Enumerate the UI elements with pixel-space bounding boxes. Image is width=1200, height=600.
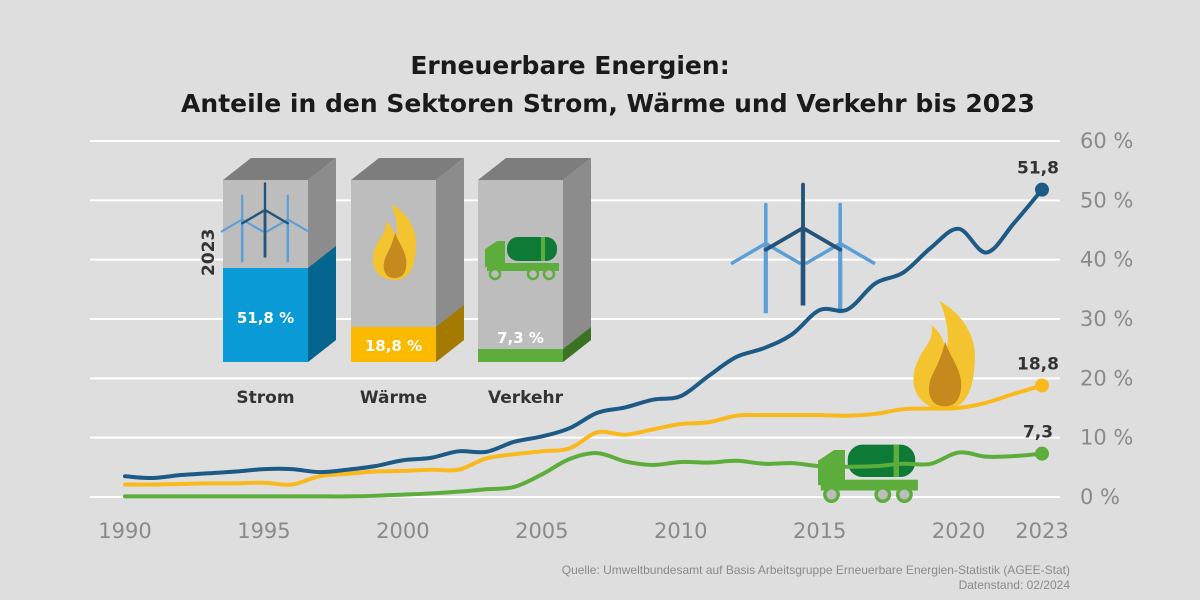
truck-wheel (542, 267, 556, 281)
tank-ladder (541, 237, 545, 261)
x-tick-label: 1990 (98, 519, 151, 543)
truck-wheel (895, 486, 913, 503)
blade (220, 218, 244, 233)
bar-fill-side (436, 305, 464, 362)
truck-tank (507, 237, 557, 261)
bar-category-label: Verkehr (488, 388, 564, 408)
flame-inner (928, 341, 962, 407)
series-end-point (1035, 182, 1049, 197)
tank-ladder (893, 444, 899, 477)
x-tick-label: 1995 (237, 519, 290, 543)
tower (763, 243, 768, 314)
bar-category-label: Wärme (360, 388, 427, 408)
bar-fill (351, 327, 436, 362)
y-tick-label: 50 % (1080, 188, 1133, 212)
tanker-truck-icon (818, 444, 918, 503)
x-tick-label: 2023 (1015, 519, 1068, 543)
bar-fill-side (563, 327, 591, 362)
blade (263, 208, 289, 225)
series-end-label: 18,8 (1017, 354, 1059, 374)
series-verkehr: 7,3 (123, 423, 1053, 499)
bar-side (563, 158, 591, 362)
x-tick-label: 2020 (932, 519, 985, 543)
tower (838, 243, 843, 314)
y-tick-label: 10 % (1080, 426, 1133, 450)
blade (286, 218, 310, 233)
year-label: 2023 (199, 229, 219, 276)
truck-wheel (526, 267, 540, 281)
bar-category-label: Strom (236, 388, 294, 408)
flame-icon (913, 301, 976, 409)
bar-top (351, 158, 464, 180)
blade (763, 226, 805, 252)
y-tick-label: 20 % (1080, 366, 1133, 390)
truck-wheel (874, 486, 892, 503)
y-tick-label: 30 % (1080, 307, 1133, 331)
bar-top (478, 158, 591, 180)
blade (838, 241, 876, 265)
series-line (123, 383, 1044, 487)
tower (286, 219, 290, 263)
bar-value-label: 51,8 % (237, 309, 294, 327)
bar-fill (478, 349, 563, 362)
series-end-label: 51,8 (1017, 159, 1059, 179)
inset-bar-strom: 51,8 % Strom (223, 158, 336, 408)
chart-title: Erneuerbare Energien: (410, 51, 729, 80)
y-tick-label: 40 % (1080, 248, 1133, 272)
x-tick-label: 2005 (515, 519, 568, 543)
wind-turbine-icon-center (763, 182, 843, 306)
inset-bar-verkehr: 7,3 % Verkehr (478, 158, 591, 408)
series-line (123, 187, 1044, 481)
y-tick-label: 60 % (1080, 129, 1133, 153)
wind-turbine-icon-center (241, 182, 289, 258)
flame-inner (383, 232, 407, 279)
series-line (123, 450, 1044, 499)
y-tick-label: 0 % (1080, 485, 1120, 509)
truck-chassis (820, 479, 918, 491)
chart-subtitle: Anteile in den Sektoren Strom, Wärme und… (181, 89, 1035, 118)
tower (240, 219, 244, 263)
blade (730, 241, 768, 265)
truck-wheel (488, 267, 502, 281)
series-strom: 51,8 (123, 159, 1059, 481)
data-date-text: Datenstand: 02/2024 (959, 578, 1071, 592)
source-text: Quelle: Umweltbundesamt auf Basis Arbeit… (562, 563, 1070, 577)
inset-bar-wärme: 18,8 % Wärme (351, 158, 464, 408)
x-tick-label: 2015 (793, 519, 846, 543)
bar-value-label: 7,3 % (497, 329, 544, 347)
bar-fill (223, 268, 308, 362)
blade (241, 208, 267, 225)
truck-tank (847, 444, 916, 477)
wind-turbine-icon-left (730, 202, 802, 314)
truck-chassis (487, 263, 559, 271)
series-end-point (1035, 446, 1049, 461)
truck-cab (485, 241, 505, 267)
tanker-truck-icon (485, 237, 559, 281)
series-end-label: 7,3 (1023, 423, 1053, 443)
series-end-point (1035, 378, 1049, 393)
wind-turbine-icon-right (266, 194, 310, 263)
x-tick-label: 2000 (376, 519, 429, 543)
tower (800, 228, 806, 306)
bar-top (223, 158, 336, 180)
series-wärme: 18,8 (123, 354, 1059, 487)
truck-wheel (823, 486, 840, 503)
flame-icon (372, 204, 417, 280)
tower (263, 210, 267, 258)
blade (801, 226, 843, 252)
bar-value-label: 18,8 % (365, 337, 422, 355)
bar-fill-side (308, 246, 336, 362)
x-tick-label: 2010 (654, 519, 707, 543)
